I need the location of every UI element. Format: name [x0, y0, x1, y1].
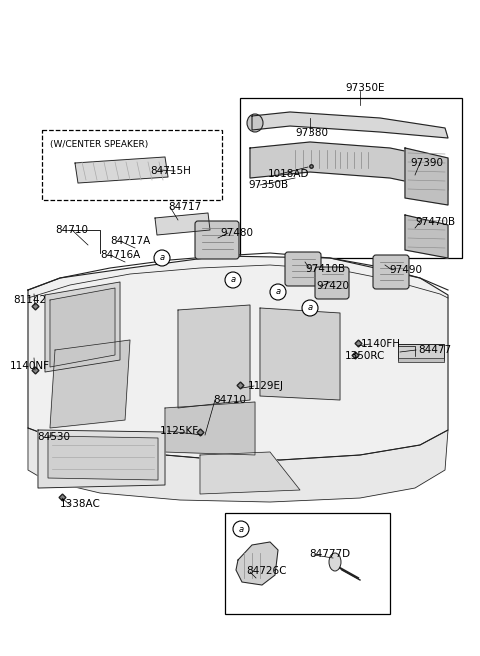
Text: 84710: 84710	[55, 225, 88, 235]
Text: 84717A: 84717A	[110, 236, 150, 246]
Text: 1338AC: 1338AC	[60, 499, 101, 509]
Circle shape	[233, 521, 249, 537]
Polygon shape	[250, 142, 448, 190]
Polygon shape	[50, 288, 115, 367]
Text: 97410B: 97410B	[305, 264, 345, 274]
Polygon shape	[28, 256, 448, 460]
Text: 1129EJ: 1129EJ	[248, 381, 284, 391]
Text: a: a	[159, 253, 165, 262]
Polygon shape	[155, 213, 210, 235]
Text: 97480: 97480	[220, 228, 253, 238]
Polygon shape	[165, 402, 255, 455]
Polygon shape	[405, 215, 448, 258]
Circle shape	[154, 250, 170, 266]
Text: 97350E: 97350E	[345, 83, 384, 93]
Polygon shape	[178, 305, 250, 408]
Polygon shape	[38, 430, 165, 488]
Polygon shape	[200, 452, 300, 494]
Polygon shape	[405, 148, 448, 205]
Circle shape	[225, 272, 241, 288]
FancyBboxPatch shape	[315, 267, 349, 299]
Polygon shape	[50, 340, 130, 428]
Text: 97420: 97420	[316, 281, 349, 291]
Text: 81142: 81142	[13, 295, 46, 305]
Text: 97350B: 97350B	[248, 180, 288, 190]
FancyBboxPatch shape	[285, 252, 321, 286]
Text: a: a	[307, 304, 312, 312]
Polygon shape	[48, 436, 158, 480]
Bar	[42, 130, 222, 200]
Polygon shape	[75, 157, 168, 183]
Circle shape	[302, 300, 318, 316]
Ellipse shape	[329, 553, 341, 571]
Text: a: a	[276, 287, 281, 297]
Ellipse shape	[247, 114, 263, 132]
Text: 84716A: 84716A	[100, 250, 140, 260]
Bar	[398, 358, 444, 362]
Text: 84717: 84717	[168, 202, 201, 212]
Bar	[240, 98, 462, 258]
Text: 1125KF: 1125KF	[160, 426, 199, 436]
Text: 84777D: 84777D	[309, 549, 350, 559]
Text: 97490: 97490	[389, 265, 422, 275]
Text: 1140NF: 1140NF	[10, 361, 50, 371]
Text: (W/CENTER SPEAKER): (W/CENTER SPEAKER)	[50, 140, 148, 148]
FancyBboxPatch shape	[373, 255, 409, 289]
Text: 84477: 84477	[418, 345, 451, 355]
Text: 97390: 97390	[410, 158, 443, 168]
Polygon shape	[260, 308, 340, 400]
Text: 84726C: 84726C	[246, 566, 287, 576]
Bar	[225, 513, 390, 614]
Text: a: a	[230, 276, 236, 285]
Text: 1140FH: 1140FH	[361, 339, 401, 349]
Polygon shape	[252, 112, 448, 138]
Text: 84530: 84530	[37, 432, 70, 442]
Text: 84710: 84710	[213, 395, 246, 405]
Text: 84715H: 84715H	[150, 166, 191, 176]
Text: 1350RC: 1350RC	[345, 351, 385, 361]
Polygon shape	[236, 542, 278, 585]
Polygon shape	[28, 428, 448, 502]
Polygon shape	[45, 282, 120, 372]
Bar	[398, 344, 444, 360]
Circle shape	[270, 284, 286, 300]
Text: 97380: 97380	[295, 128, 328, 138]
FancyBboxPatch shape	[195, 221, 239, 259]
Text: a: a	[239, 525, 243, 533]
Text: 97470B: 97470B	[415, 217, 455, 227]
Text: 1018AD: 1018AD	[268, 169, 310, 179]
